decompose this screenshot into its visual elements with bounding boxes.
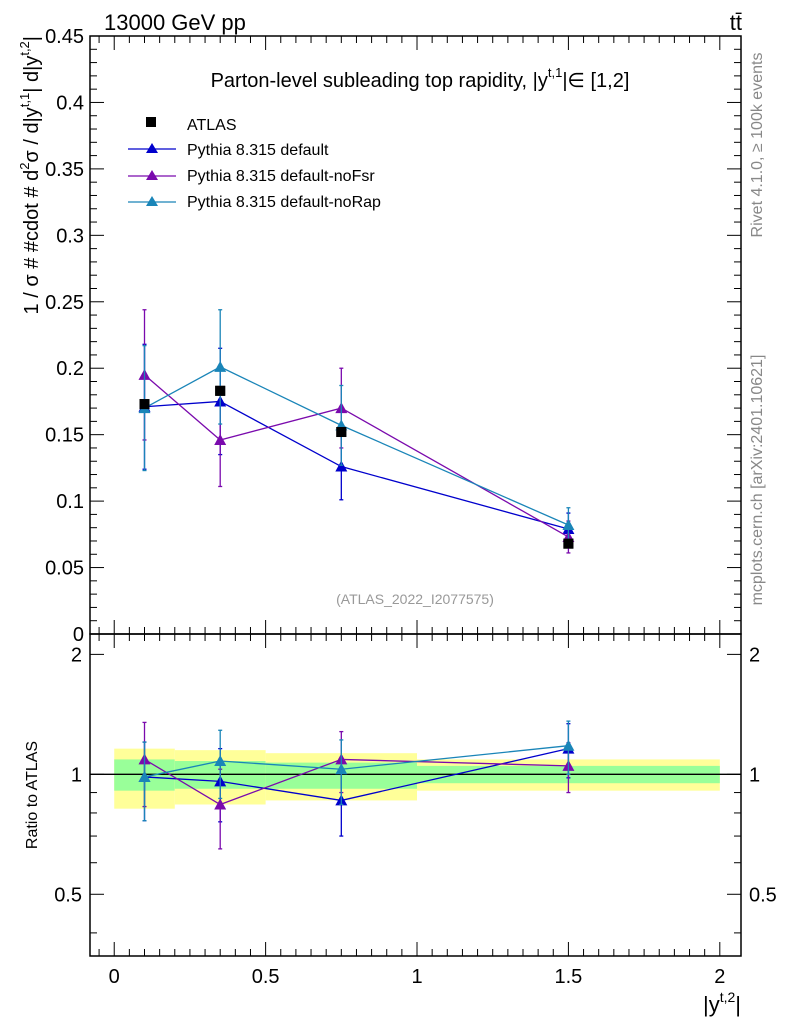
y-tick-label: 0	[73, 624, 84, 646]
legend: ATLAS Pythia 8.315 default Pythia 8.315 …	[128, 117, 381, 211]
y-tick-label: 0.2	[56, 358, 84, 380]
legend-item-default: Pythia 8.315 default	[128, 142, 329, 159]
ratio-y-tick-label: 0.5	[54, 884, 82, 906]
x-axis-label: |yt,2|	[703, 989, 741, 1017]
y-axis-label: 1 / σ # #cdot # d2σ / d|yt,1| d|yt,2|	[17, 36, 43, 314]
uncertainty-bands	[114, 748, 720, 809]
x-tick-label: 2	[714, 966, 725, 988]
series-pythia-8-315-default	[138, 343, 575, 546]
ratio-y-tick-label-right: 2	[749, 644, 760, 666]
series-line	[144, 366, 569, 526]
ratio-point	[214, 755, 227, 767]
y-tick-label: 0.1	[56, 491, 84, 513]
ratio-data-layer	[90, 720, 741, 850]
x-tick-label: 0.5	[252, 966, 280, 988]
legend-item-nofsr: Pythia 8.315 default-noFsr	[128, 168, 375, 185]
legend-marker-atlas	[146, 117, 156, 127]
ratio-point	[214, 798, 227, 810]
y-tick-label: 0.25	[45, 292, 84, 314]
ratio-line	[144, 748, 569, 802]
ratio-panel: 0.5 0.5 1 1 2 2 0 0.5 1 1.5 2 Ratio to ATLAS |yt,2…	[24, 633, 777, 1017]
energy-label: 13000 GeV pp	[104, 10, 246, 35]
ratio-series-pythia-8-315-default-norap	[138, 720, 575, 822]
x-tick-label: 1.5	[555, 966, 583, 988]
analysis-watermark: (ATLAS_2022_I2077575)	[336, 591, 494, 607]
ratio-point	[138, 770, 151, 782]
legend-marker-norap	[146, 196, 158, 206]
y-tick-label: 0.45	[45, 26, 84, 48]
y-tick-label: 0.35	[45, 159, 84, 181]
ratio-frame	[89, 633, 742, 957]
legend-label-nofsr: Pythia 8.315 default-noFsr	[187, 168, 375, 185]
series-line	[144, 374, 569, 538]
ratio-line	[144, 745, 569, 778]
mcplots-label: mcplots.cern.ch [arXiv:2401.10621]	[749, 355, 766, 606]
legend-label-atlas: ATLAS	[187, 117, 237, 134]
atlas-data-point	[563, 538, 574, 549]
legend-label-default: Pythia 8.315 default	[187, 142, 329, 159]
x-tick-label: 0	[109, 966, 120, 988]
legend-marker-default	[146, 143, 158, 153]
ratio-y-tick-label-right: 0.5	[749, 884, 777, 906]
data-point	[214, 360, 227, 372]
rivet-version-label: Rivet 4.1.0, ≥ 100k events	[749, 53, 766, 238]
atlas-data-point	[139, 399, 150, 410]
legend-marker-nofsr	[146, 170, 158, 180]
atlas-points-top	[139, 385, 574, 549]
legend-item-norap: Pythia 8.315 default-noRap	[128, 194, 381, 211]
y-tick-label: 0.15	[45, 425, 84, 447]
ratio-y-tick-label: 1	[71, 764, 82, 786]
legend-item-atlas: ATLAS	[146, 117, 237, 134]
y-tick-label: 0.05	[45, 558, 84, 580]
ratio-y-tick-label-right: 1	[749, 764, 760, 786]
ratio-axis-ticks: 0.5 0.5 1 1 2 2 0 0.5 1 1.5 2	[54, 634, 777, 988]
ratio-y-axis-label: Ratio to ATLAS	[24, 741, 41, 849]
y-tick-label: 0.3	[56, 225, 84, 247]
atlas-data-point	[336, 427, 347, 438]
x-tick-label: 1	[411, 966, 422, 988]
series-atlas	[139, 385, 574, 549]
chart-title: Parton-level subleading top rapidity, |y…	[211, 65, 630, 92]
ratio-y-tick-label: 2	[71, 644, 82, 666]
upper-axis-ticks: 0 0.05 0.1 0.15 0.2 0.25 0.3 0.35 0.4 0.45	[45, 26, 741, 646]
ratio-line	[144, 758, 569, 806]
upper-data-layer	[138, 309, 575, 554]
y-tick-label: 0.4	[56, 92, 84, 114]
process-label: tt̄	[730, 10, 742, 35]
series-line	[144, 400, 569, 530]
upper-panel: 0 0.05 0.1 0.15 0.2 0.25 0.3 0.35 0.4 0.45 Parton…	[17, 26, 742, 646]
ratio-point	[335, 763, 348, 775]
data-point	[214, 433, 227, 445]
data-point	[335, 460, 348, 472]
data-point	[562, 519, 575, 531]
legend-label-norap: Pythia 8.315 default-noRap	[187, 194, 381, 211]
ratio-point	[562, 739, 575, 751]
atlas-data-point	[215, 385, 226, 396]
